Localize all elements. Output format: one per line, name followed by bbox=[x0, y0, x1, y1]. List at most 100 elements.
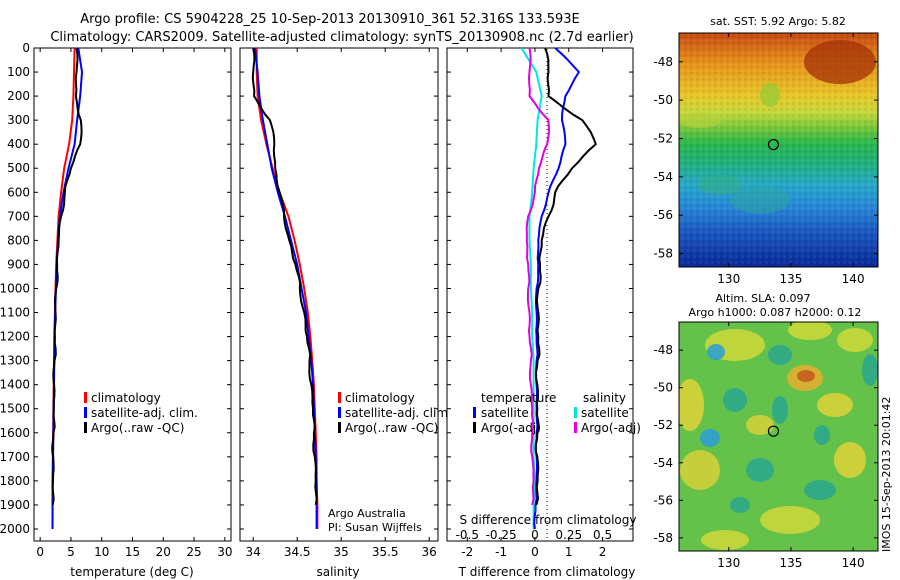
legend-swatch-satellite bbox=[84, 407, 87, 418]
sst-map-axes: -48 -50 -52 -54 -56 -58 130 135 140 bbox=[653, 33, 878, 286]
map-x-tick-label: 135 bbox=[779, 272, 802, 286]
depth-tick-label: 900 bbox=[7, 257, 30, 271]
depth-tick-label: 1500 bbox=[0, 402, 30, 416]
x-tick-label: 25 bbox=[186, 545, 201, 559]
salinity-x-axis: 34 34.5 35 35.5 36 bbox=[246, 48, 437, 559]
salinity-xlabel: salinity bbox=[316, 565, 359, 579]
legend-label-climatology: climatology bbox=[91, 391, 161, 405]
sst-map-frame bbox=[678, 32, 879, 268]
depth-tick-label: 700 bbox=[7, 209, 30, 223]
legend-swatch-sal-argo bbox=[574, 422, 577, 433]
depth-tick-label: 2000 bbox=[0, 522, 30, 536]
legend-swatch-temp-argo bbox=[473, 422, 476, 433]
map-x-tick-label: 140 bbox=[842, 556, 865, 570]
legend-sal-title: salinity bbox=[583, 391, 626, 405]
x-tick-label: 34.5 bbox=[284, 545, 311, 559]
x-tick-label: 0 bbox=[36, 545, 44, 559]
depth-tick-label: 200 bbox=[7, 89, 30, 103]
x-tick-label: -1 bbox=[495, 545, 507, 559]
credit-pi: PI: Susan Wijffels bbox=[328, 521, 422, 534]
s-tick-label: 0.5 bbox=[593, 528, 612, 542]
temperature-axes-frame bbox=[33, 47, 232, 542]
legend-swatch-sal-satellite bbox=[574, 407, 577, 418]
legend-swatch-argo bbox=[338, 422, 341, 433]
map-y-tick-label: -52 bbox=[653, 131, 673, 145]
map-x-tick-label: 130 bbox=[717, 272, 740, 286]
depth-tick-label: 1700 bbox=[0, 450, 30, 464]
depth-tick-label: 1400 bbox=[0, 378, 30, 392]
temp-line-argo bbox=[51, 48, 83, 506]
depth-tick-label: 1200 bbox=[0, 330, 30, 344]
x-tick-label: 15 bbox=[125, 545, 140, 559]
s-tick-label: -0.25 bbox=[486, 528, 517, 542]
depth-tick-label: 1300 bbox=[0, 354, 30, 368]
map-y-tick-label: -52 bbox=[653, 418, 673, 432]
legend-label-sal-satellite: satellite bbox=[581, 406, 629, 420]
sdiff-line-argo bbox=[525, 48, 550, 506]
sla-map-title2: Argo h1000: 0.087 h2000: 0.12 bbox=[689, 306, 862, 319]
s-tick-label: 0.25 bbox=[555, 528, 582, 542]
legend-label-satellite: satellite-adj. clim. bbox=[345, 406, 452, 420]
depth-tick-label: 300 bbox=[7, 113, 30, 127]
x-tick-label: 35.5 bbox=[372, 545, 399, 559]
depth-tick-label: 100 bbox=[7, 65, 30, 79]
sla-map-panel: Altim. SLA: 0.097 Argo h1000: 0.087 h200… bbox=[653, 292, 879, 570]
depth-tick-label: 800 bbox=[7, 233, 30, 247]
sla-map-title1: Altim. SLA: 0.097 bbox=[715, 292, 810, 305]
depth-tick-label: 500 bbox=[7, 161, 30, 175]
legend-swatch-climatology bbox=[84, 392, 87, 403]
s-tick-label: -0.5 bbox=[456, 528, 479, 542]
map-y-tick-label: -56 bbox=[653, 493, 673, 507]
salinity-y-ticks bbox=[240, 47, 438, 530]
x-tick-label: 2 bbox=[599, 545, 607, 559]
depth-tick-label: 1600 bbox=[0, 426, 30, 440]
imos-timestamp: IMOS 15-Sep-2013 20:01:42 bbox=[880, 397, 893, 552]
x-tick-label: 5 bbox=[67, 545, 75, 559]
sst-map-image bbox=[679, 33, 878, 267]
depth-tick-label: 0 bbox=[22, 41, 30, 55]
sal-line-satellite bbox=[254, 48, 318, 529]
map-y-tick-label: -54 bbox=[653, 170, 673, 184]
depth-tick-label: 1100 bbox=[0, 306, 30, 320]
figure-title-line1: Argo profile: CS 5904228_25 10-Sep-2013 … bbox=[80, 12, 580, 27]
salinity-panel: 34 34.5 35 35.5 36 salinity climatology sate… bbox=[239, 47, 452, 579]
map-y-tick-label: -54 bbox=[653, 456, 673, 470]
map-y-tick-label: -58 bbox=[653, 247, 673, 261]
legend-label-argo: Argo(..raw -QC) bbox=[91, 421, 184, 435]
temperature-panel: 0100200300400500600700800900100011001200… bbox=[0, 41, 232, 579]
sla-map-image bbox=[679, 322, 878, 551]
tdiff-line-argo bbox=[534, 48, 597, 506]
x-tick-label: 34 bbox=[246, 545, 261, 559]
sla-map-axes: -48 -50 -52 -54 -56 -58 130 135 140 bbox=[653, 322, 878, 570]
legend-label-sal-argo: Argo(-adj) bbox=[581, 421, 641, 435]
s-diff-label: S difference from climatology bbox=[460, 513, 637, 527]
sdiff-line-satellite bbox=[520, 48, 543, 529]
map-y-tick-label: -48 bbox=[653, 343, 673, 357]
map-y-tick-label: -50 bbox=[653, 93, 673, 107]
difference-lines bbox=[520, 48, 597, 530]
legend-label-climatology: climatology bbox=[345, 391, 415, 405]
depth-tick-label: 600 bbox=[7, 185, 30, 199]
depth-axis: 0 100 200 300 400 500 600 700 800 900 1000 1100 1200… bbox=[0, 41, 231, 536]
x-tick-label: 20 bbox=[156, 545, 171, 559]
credit-argo-australia: Argo Australia bbox=[328, 507, 406, 520]
depth-tick-label: 1800 bbox=[0, 474, 30, 488]
sla-argo-location-marker bbox=[767, 425, 780, 437]
temperature-x-axis: 0 5 10 15 20 25 30 bbox=[36, 48, 232, 559]
map-y-tick-label: -56 bbox=[653, 208, 673, 222]
x-tick-label: -2 bbox=[461, 545, 473, 559]
legend-label-argo: Argo(..raw -QC) bbox=[345, 421, 438, 435]
map-y-tick-label: -58 bbox=[653, 531, 673, 545]
depth-tick-label: 1000 bbox=[0, 281, 30, 295]
s-tick-label: 0 bbox=[531, 528, 539, 542]
salinity-legend: climatology satellite-adj. clim. Argo(..… bbox=[338, 391, 452, 435]
depth-tick-label: 400 bbox=[7, 137, 30, 151]
sst-argo-location-marker bbox=[767, 138, 780, 151]
legend-swatch-satellite bbox=[338, 407, 341, 418]
difference-legend: temperature salinity satellite Argo(-adj… bbox=[473, 391, 641, 435]
legend-swatch-temp-satellite bbox=[473, 407, 476, 418]
map-x-tick-label: 135 bbox=[779, 556, 802, 570]
legend-label-temp-satellite: satellite bbox=[481, 406, 529, 420]
sst-map-title: sat. SST: 5.92 Argo: 5.82 bbox=[710, 15, 846, 28]
